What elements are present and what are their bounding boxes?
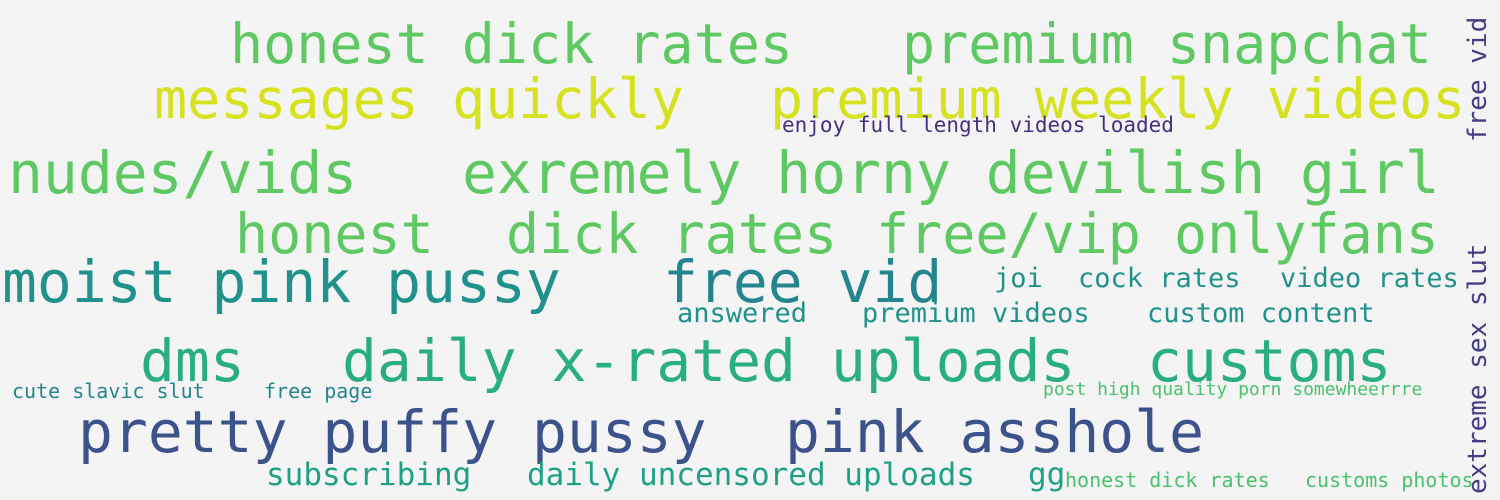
word-subscribing: subscribing [266,457,472,493]
word-free-page: free page [264,379,373,403]
word-honest-dick-rates: honest dick rates [230,12,793,76]
word-moist-pink-pussy: moist pink pussy [2,248,561,316]
word-dms: dms [140,327,245,395]
word-exremely-horny-devilish-girl: exremely horny devilish girl [462,139,1440,207]
word-premium-snapchat: premium snapchat [902,12,1432,76]
word-pretty-puffy-pussy: pretty puffy pussy [78,398,707,466]
word-customs: customs [1147,327,1392,395]
word-joi: joi [994,263,1043,294]
word-enjoy-full-length-videos-loaded: enjoy full length videos loaded [782,113,1174,137]
word-daily-x-rated-uploads: daily x-rated uploads [342,327,1076,395]
word-daily-uncensored-uploads: daily uncensored uploads [527,457,975,493]
word-cock-rates: cock rates [1078,263,1241,294]
word-free-vip-onlyfans: free/vip onlyfans [876,202,1439,266]
word-dick-rates: dick rates [506,202,838,266]
word-free-vid-vertical: free vid [1463,16,1493,142]
word-honest: honest [235,202,434,266]
word-extreme-sex-slut-vertical: extreme sex slut [1463,243,1493,494]
word-answered: answered [677,298,808,329]
word-premium-weekly-videos: premium weekly videos [770,67,1466,131]
word-free-vid: free vid [663,248,943,316]
word-pink-asshole: pink asshole [785,398,1205,466]
word-honest-dick-rates-small: honest dick rates [1065,468,1270,492]
word-messages-quickly: messages quickly [154,67,684,131]
word-gg: gg [1028,457,1066,493]
word-post-high-quality-porn-somewheerrre: post high quality porn somewheerrre [1043,379,1423,400]
word-cute-slavic-slut: cute slavic slut [12,379,205,403]
word-custom-content: custom content [1147,298,1375,329]
word-video-rates: video rates [1280,263,1459,294]
word-customs-photos: customs photos [1305,468,1474,492]
word-nudes-vids: nudes/vids [8,139,358,207]
word-premium-videos: premium videos [862,298,1090,329]
